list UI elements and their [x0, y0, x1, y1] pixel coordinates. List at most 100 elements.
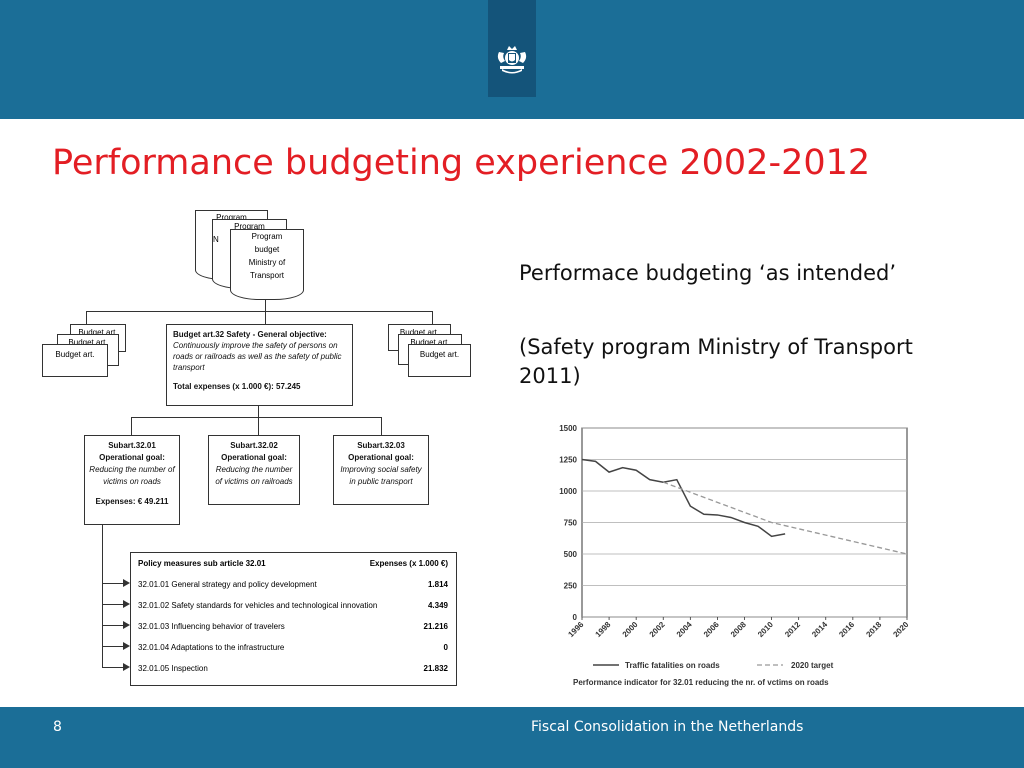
policy-row-value: 21.216 [423, 622, 448, 631]
x-tick-label: 2014 [810, 620, 829, 639]
budget-art-front: Budget art. [42, 344, 108, 377]
y-tick-label: 500 [564, 550, 578, 559]
y-tick-label: 1250 [559, 456, 577, 465]
subarticle-goal-label: Operational goal: [99, 453, 165, 462]
connector-line [102, 604, 123, 605]
policy-row: 32.01.03 Influencing behavior of travele… [138, 622, 448, 631]
connector-line [86, 311, 87, 333]
y-tick-label: 1000 [559, 487, 577, 496]
arrow-icon [123, 621, 130, 629]
subarticle-box-32-03: Subart.32.03 Operational goal: Improving… [333, 435, 429, 505]
y-tick-label: 1500 [559, 424, 577, 433]
x-tick-label: 2010 [756, 620, 775, 639]
main-article-heading: Budget art.32 Safety - General objective… [173, 330, 327, 339]
x-tick-label: 1996 [566, 620, 585, 639]
header-bar [0, 0, 1024, 119]
connector-line [102, 625, 123, 626]
x-tick-label: 2000 [621, 620, 640, 639]
subarticle-goal: Reducing the number of victims on railro… [215, 465, 293, 486]
chart-caption: Performance indicator for 32.01 reducing… [573, 678, 829, 687]
subarticle-goal-label: Operational goal: [221, 453, 287, 462]
policy-row: 32.01.04 Adaptations to the infrastructu… [138, 643, 448, 652]
subarticle-id: Subart.32.01 [108, 441, 156, 450]
connector-line [265, 311, 266, 324]
arrow-icon [123, 600, 130, 608]
policy-row-label: 32.01.01 General strategy and policy dev… [138, 580, 317, 589]
program-doc-middle-line2: N [213, 235, 219, 244]
arrow-icon [123, 663, 130, 671]
program-doc-line: Program [251, 232, 283, 241]
connector-line [102, 646, 123, 647]
policy-row-label: 32.01.05 Inspection [138, 664, 208, 673]
policy-row-value: 1.814 [427, 580, 448, 589]
footer-text: Fiscal Consolidation in the Netherlands [531, 719, 804, 735]
x-tick-label: 2016 [837, 620, 856, 639]
connector-line [86, 311, 432, 312]
y-tick-label: 750 [564, 519, 578, 528]
x-tick-label: 2008 [729, 620, 748, 639]
subarticle-id: Subart.32.03 [357, 441, 405, 450]
subarticle-id: Subart.32.02 [230, 441, 278, 450]
policy-header-left: Policy measures sub article 32.01 [138, 559, 266, 568]
slide-title: Performance budgeting experience 2002-20… [52, 143, 871, 183]
connector-line [258, 417, 259, 435]
arrow-icon [123, 642, 130, 650]
connector-line [265, 299, 266, 311]
policy-row-label: 32.01.03 Influencing behavior of travele… [138, 622, 285, 631]
subarticle-goal: Improving social safety in public transp… [340, 465, 422, 486]
x-tick-label: 2004 [675, 620, 694, 639]
legend-label-target: 2020 target [791, 661, 834, 670]
y-tick-label: 0 [573, 613, 578, 622]
x-tick-label: 2012 [783, 620, 802, 639]
x-tick-label: 2002 [648, 620, 667, 639]
connector-line [258, 406, 259, 417]
policy-table-header: Policy measures sub article 32.01 Expens… [138, 559, 448, 568]
policy-row-value: 0 [443, 643, 448, 652]
policy-row-label: 32.01.02 Safety standards for vehicles a… [138, 601, 378, 610]
safety-program-text: (Safety program Ministry of Transport 20… [519, 335, 913, 388]
x-tick-label: 2020 [891, 620, 910, 639]
connector-line [102, 525, 103, 668]
main-article-body: Continuously improve the safety of perso… [173, 341, 342, 372]
subarticle-box-32-01: Subart.32.01 Operational goal: Reducing … [84, 435, 180, 525]
subarticle-goal: Reducing the number of victims on roads [89, 465, 175, 486]
policy-header-right: Expenses (x 1.000 €) [369, 559, 448, 568]
x-tick-label: 2006 [702, 620, 721, 639]
intended-text: Performace budgeting ‘as intended’ [519, 261, 897, 285]
x-tick-label: 1998 [594, 620, 613, 639]
program-doc-back-label: Program [216, 213, 247, 222]
policy-row: 32.01.01 General strategy and policy dev… [138, 580, 448, 589]
policy-measures-table: Policy measures sub article 32.01 Expens… [130, 552, 457, 686]
subarticle-expenses: Expenses: € 49.211 [95, 497, 169, 506]
legend-label-fatalities: Traffic fatalities on roads [625, 661, 720, 670]
target-series-line [663, 481, 908, 555]
program-doc-line: budget [254, 245, 280, 254]
connector-line [102, 667, 123, 668]
main-article-total: Total expenses (x 1.000 €): 57.245 [173, 382, 301, 391]
connector-line [131, 417, 382, 418]
arrow-icon [123, 579, 130, 587]
program-doc-front: Program budget Ministry of Transport [230, 229, 304, 300]
policy-row: 32.01.02 Safety standards for vehicles a… [138, 601, 448, 610]
logo-panel [488, 0, 536, 97]
y-tick-label: 250 [564, 582, 578, 591]
page-number: 8 [53, 719, 62, 735]
budget-art-right-front: Budget art. [408, 344, 471, 377]
connector-line [131, 417, 132, 435]
main-article-box: Budget art.32 Safety - General objective… [166, 324, 353, 406]
policy-row-value: 21.832 [423, 664, 448, 673]
footer-bar: 8 Fiscal Consolidation in the Netherland… [0, 707, 1024, 768]
connector-line [432, 311, 433, 324]
policy-row-value: 4.349 [427, 601, 448, 610]
fatalities-series-line [581, 458, 786, 538]
policy-row-label: 32.01.04 Adaptations to the infrastructu… [138, 643, 285, 652]
fatalities-chart: 0 250 500 750 1000 1250 1500 1996 1998 2000 2002 20… [559, 424, 911, 687]
program-doc-line: Ministry of [248, 258, 286, 267]
royal-coat-of-arms-icon [497, 46, 527, 74]
connector-line [381, 417, 382, 435]
x-tick-label: 2018 [864, 620, 883, 639]
connector-line [102, 583, 123, 584]
program-doc-middle-label: Program [234, 222, 265, 231]
subarticle-goal-label: Operational goal: [348, 453, 414, 462]
subarticle-box-32-02: Subart.32.02 Operational goal: Reducing … [208, 435, 300, 505]
